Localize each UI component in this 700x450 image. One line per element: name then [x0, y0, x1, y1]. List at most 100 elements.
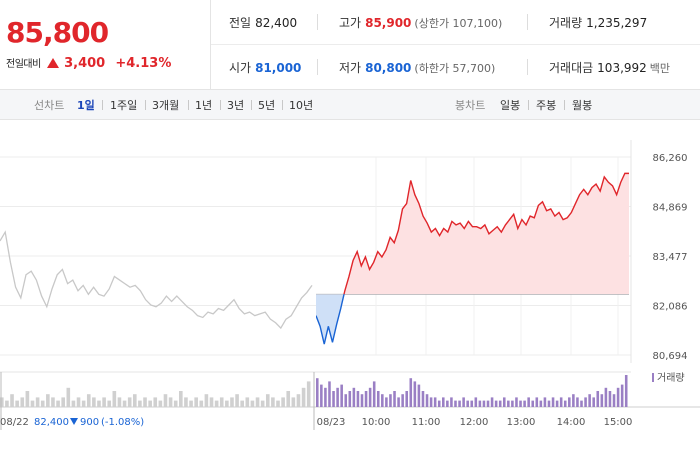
volume-bar [240, 400, 245, 407]
tab-1-year[interactable]: 1년 [195, 99, 213, 112]
volume-bar [519, 400, 522, 407]
volume-bar [527, 397, 530, 407]
trade-amount: 거래대금 103,992 백만 [549, 61, 671, 75]
volume-bar [281, 397, 285, 407]
volume-bar [437, 400, 441, 407]
volume-bar [51, 397, 55, 407]
volume-bar [117, 397, 122, 407]
volume-bar [385, 397, 388, 407]
volume-bar [531, 400, 535, 407]
volume-bar [296, 394, 301, 407]
volume-bar [301, 387, 306, 407]
summary-row: 시가 81,000 저가 80,800 (하한가 57,700) 거래대금 103,99… [211, 45, 700, 90]
tab-weekly-candle[interactable]: 주봉 [536, 99, 557, 112]
volume-bar [568, 397, 571, 407]
volume-bar [515, 397, 518, 407]
volume-bar [511, 400, 514, 407]
volume-bar [255, 397, 260, 407]
divider [317, 59, 318, 75]
volume-bar [470, 400, 474, 407]
volume-bar [127, 397, 132, 407]
change-row: 전일대비 3,400 +4.13% [6, 55, 171, 71]
volume-legend-label: 거래량 [657, 372, 685, 384]
volume-bar [92, 397, 96, 407]
volume-bar [446, 400, 449, 407]
volume-bar [494, 400, 498, 407]
tab-5-years[interactable]: 5년 [258, 99, 276, 112]
volume-bar [612, 394, 616, 407]
x-axis-ticks: 08/23 10:00 11:00 12:00 13:00 14:00 15:00 [317, 417, 633, 428]
prev-day-date: 08/22 [0, 417, 29, 428]
volume-bar [20, 397, 25, 407]
tab-divider [220, 100, 221, 110]
volume-bar [604, 387, 608, 407]
volume-bar [184, 397, 188, 407]
tab-3-years[interactable]: 3년 [227, 99, 245, 112]
volume-legend-swatch [652, 373, 654, 382]
x-tick-label: 12:00 [460, 417, 489, 428]
volume-bar [112, 391, 117, 407]
x-tick-label: 10:00 [362, 417, 391, 428]
price-chart[interactable]: 86,260 84,869 83,477 82,086 80,694 08/23 10:0… [0, 120, 700, 450]
price-box: 85,800 전일대비 3,400 +4.13% [0, 0, 210, 90]
volume-bar [535, 397, 539, 407]
change-percent: +4.13% [115, 56, 172, 71]
change-value: 3,400 [64, 56, 106, 71]
volume-bar [153, 397, 158, 407]
tab-daily-candle[interactable]: 일봉 [500, 99, 521, 112]
volume-bar [173, 400, 178, 407]
volume-bar [189, 400, 193, 407]
y-tick-label: 83,477 [653, 252, 688, 263]
volume-bar [372, 381, 376, 407]
tab-1-day[interactable]: 1일 [77, 99, 95, 112]
volume-bar [332, 391, 335, 407]
prev-close: 전일 82,400 [229, 16, 298, 30]
volume-bar [148, 400, 152, 407]
volume-bar [401, 394, 404, 407]
volume-bar [306, 381, 311, 407]
tab-10-years[interactable]: 10년 [289, 99, 314, 112]
volume-bar [381, 394, 384, 407]
volume-bar [486, 400, 490, 407]
volume-bar [199, 400, 204, 407]
up-area-fill [316, 173, 629, 295]
volume-bar [502, 397, 506, 407]
volume-bar [442, 397, 445, 407]
volume-bar [336, 387, 339, 407]
volume: 거래량 1,235,297 [549, 16, 648, 30]
volume-bar [340, 384, 343, 407]
volume-bar [539, 400, 543, 407]
volume-bar [563, 400, 567, 407]
tab-1-week[interactable]: 1주일 [110, 99, 138, 112]
volume-bar [328, 381, 331, 407]
volume-bar [376, 391, 380, 407]
low-price: 저가 80,800 (하한가 57,700) [339, 61, 496, 75]
volume-bar [276, 400, 280, 407]
candle-chart-label: 봉차트 [455, 99, 486, 112]
tab-divider [102, 100, 103, 110]
chart-lines [0, 172, 629, 345]
volume-bar [397, 397, 400, 407]
tab-3-months[interactable]: 3개월 [152, 99, 180, 112]
volume-bar [572, 394, 575, 407]
volume-bar [344, 394, 348, 407]
volume-bar [204, 394, 209, 407]
tab-divider [282, 100, 283, 110]
tab-monthly-candle[interactable]: 월봉 [572, 99, 593, 112]
price-summary: 전일 82,400 고가 85,900 (상한가 107,100) 거래량 1,235,… [210, 0, 700, 90]
volume-bar [348, 391, 352, 407]
volume-bar [5, 400, 9, 407]
volume-bar [616, 387, 620, 407]
volume-bar [97, 400, 101, 407]
divider [527, 59, 528, 75]
tab-divider [251, 100, 252, 110]
volume-bars [0, 371, 700, 430]
volume-bar [417, 384, 421, 407]
volume-bar [158, 400, 163, 407]
tab-divider [564, 100, 565, 110]
volume-bar [364, 391, 368, 407]
change-label: 전일대비 [6, 59, 41, 70]
up-triangle-icon [46, 58, 59, 68]
volume-bar [168, 397, 173, 407]
volume-bar [620, 384, 624, 407]
